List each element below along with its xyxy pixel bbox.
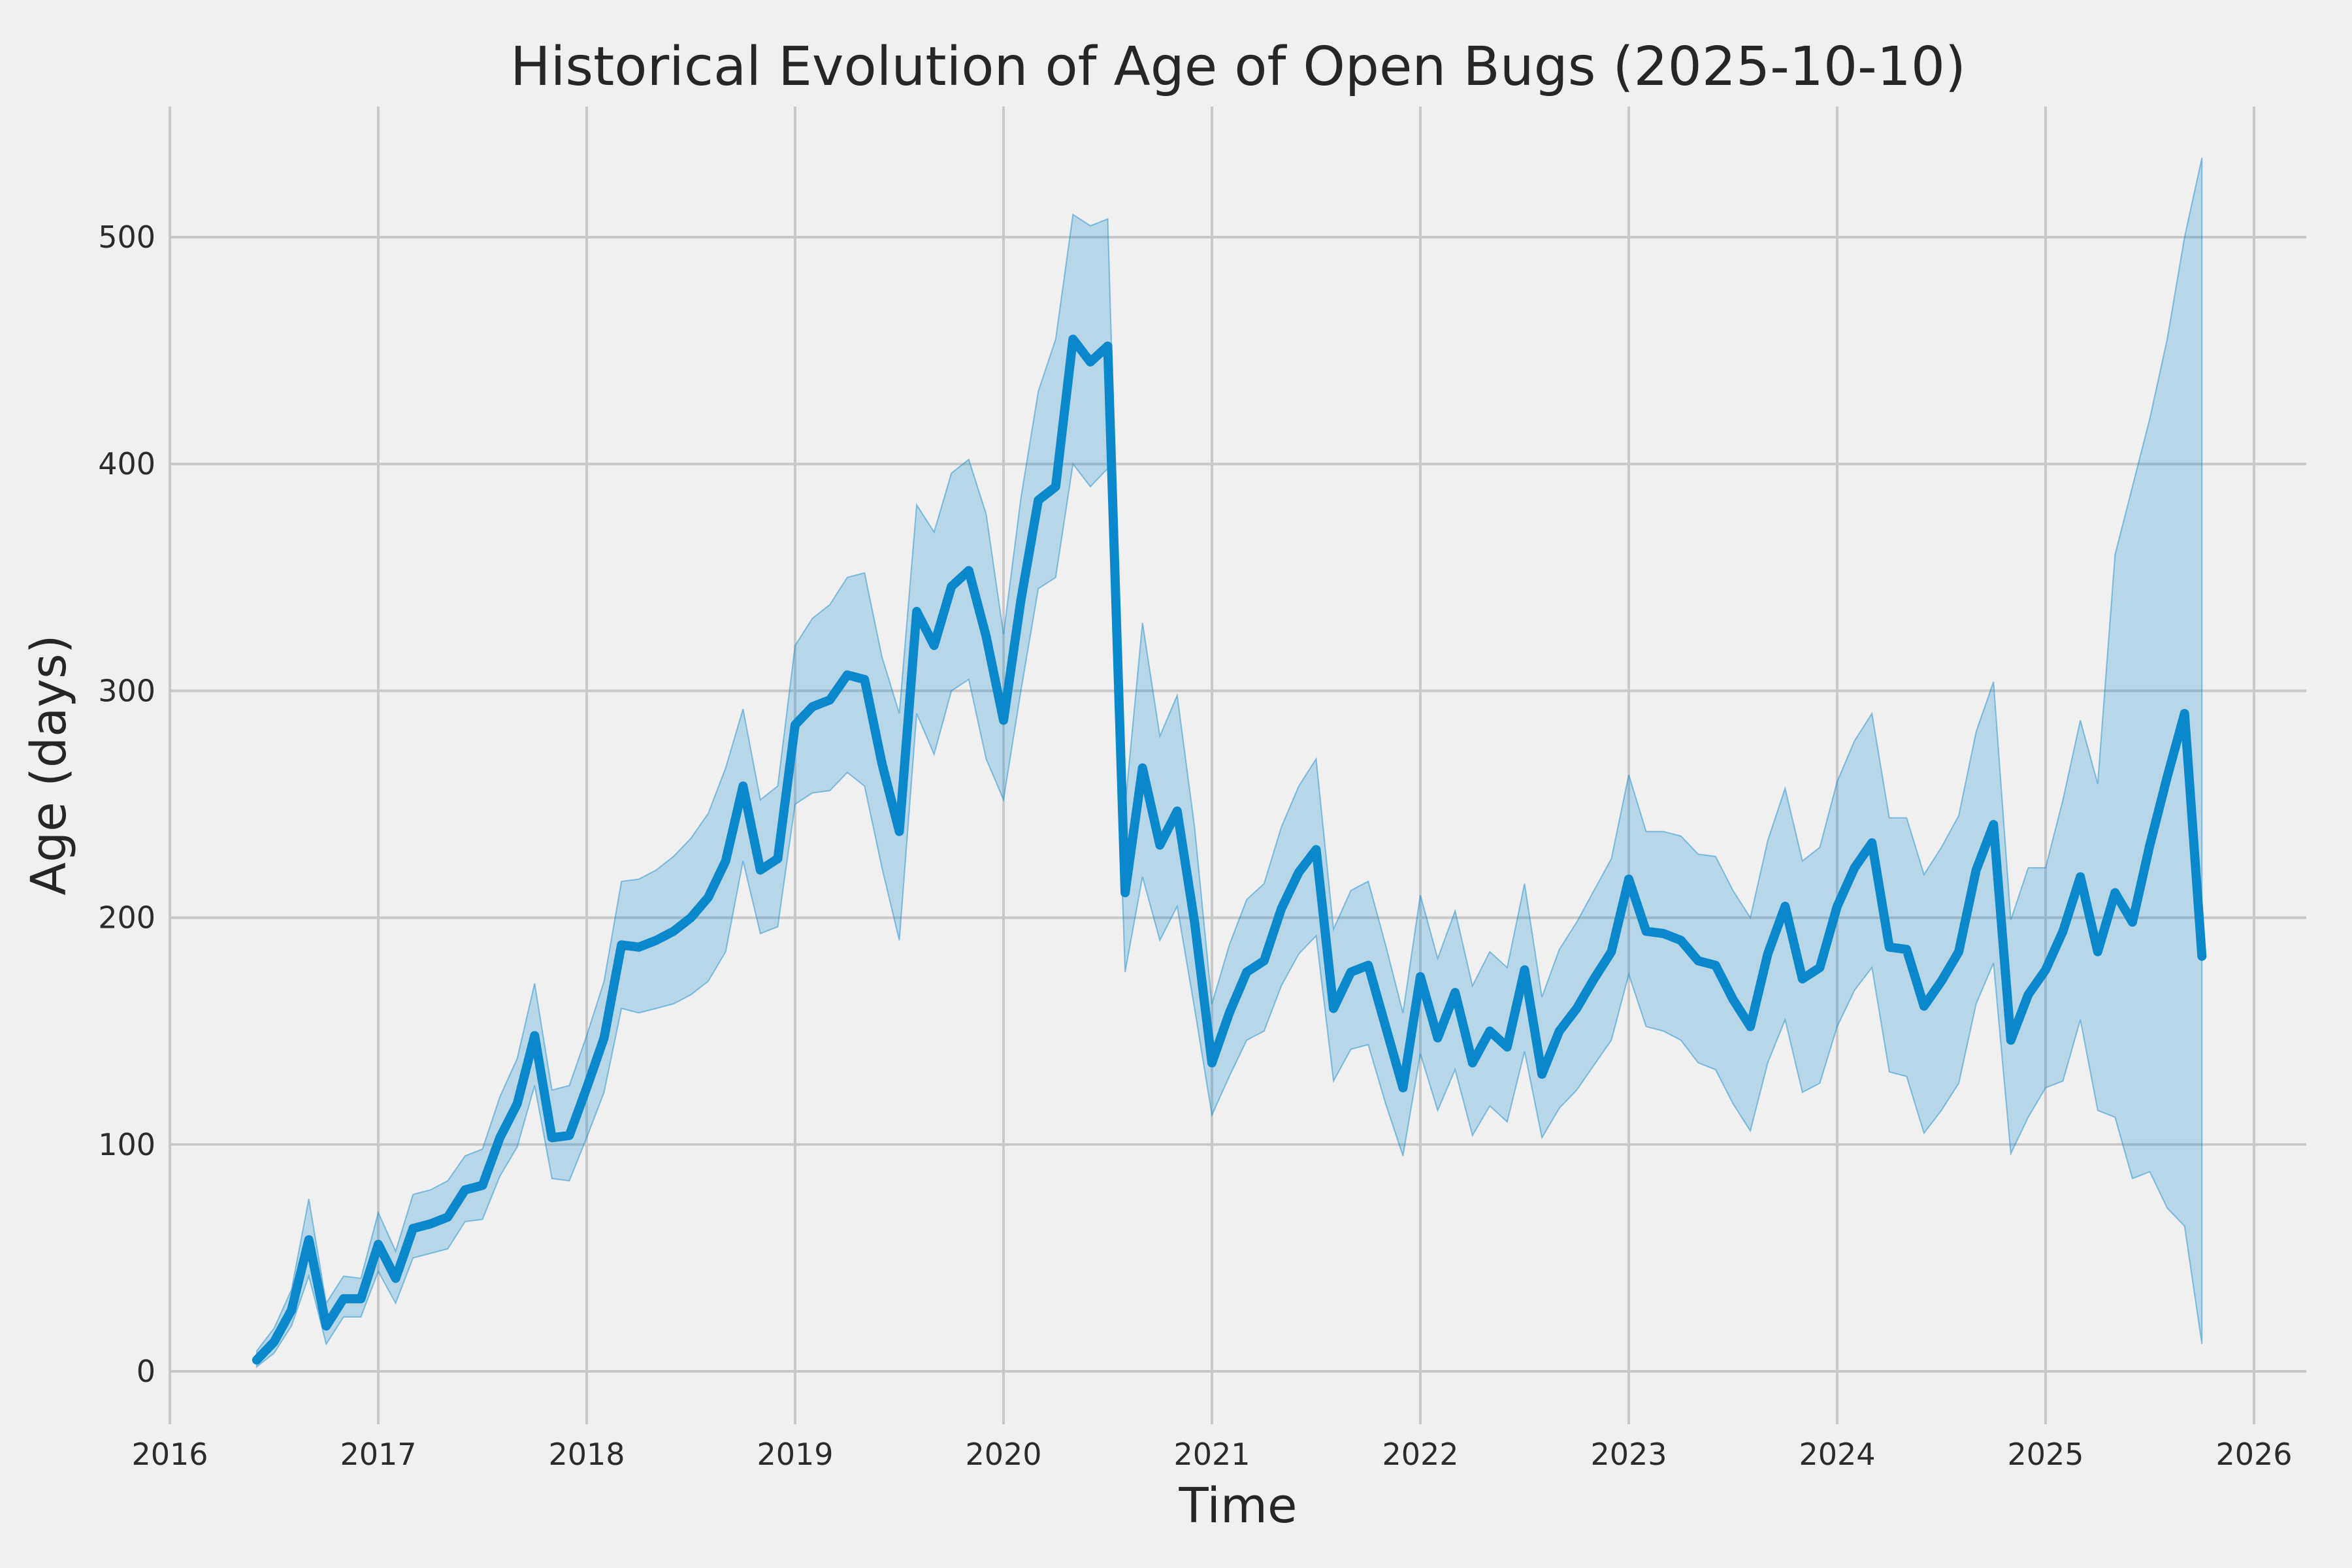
tick-labels: 2016 2017 2018 2019 2020 2021 2022 2023 2024 2025… [98, 220, 2292, 1472]
x-tick-label-2026: 2026 [2215, 1437, 2292, 1472]
x-tick-label-2019: 2019 [757, 1437, 833, 1472]
x-tick-label-2018: 2018 [548, 1437, 625, 1472]
x-tick-label-2017: 2017 [340, 1437, 416, 1472]
confidence-band [255, 157, 2203, 1369]
y-tick-label-300: 300 [98, 673, 155, 708]
mean-line [252, 335, 2207, 1365]
x-tick-label-2025: 2025 [2007, 1437, 2083, 1472]
x-tick-label-2023: 2023 [1590, 1437, 1667, 1472]
y-tick-label-100: 100 [98, 1127, 155, 1162]
y-tick-label-400: 400 [98, 446, 155, 482]
mean-line-group [252, 335, 2207, 1365]
y-tick-label-0: 0 [137, 1354, 155, 1389]
x-tick-label-2021: 2021 [1173, 1437, 1250, 1472]
gridlines [169, 106, 2306, 1424]
x-axis-label: Time [1178, 1478, 1297, 1534]
y-axis-label: Age (days) [21, 634, 77, 895]
chart-title: Historical Evolution of Age of Open Bugs… [510, 36, 1966, 98]
confidence-band-group [255, 157, 2203, 1369]
x-tick-label-2020: 2020 [965, 1437, 1041, 1472]
y-tick-label-500: 500 [98, 220, 155, 255]
x-tick-label-2016: 2016 [131, 1437, 208, 1472]
y-tick-label-200: 200 [98, 900, 155, 936]
x-tick-label-2022: 2022 [1382, 1437, 1458, 1472]
x-tick-label-2024: 2024 [1799, 1437, 1875, 1472]
